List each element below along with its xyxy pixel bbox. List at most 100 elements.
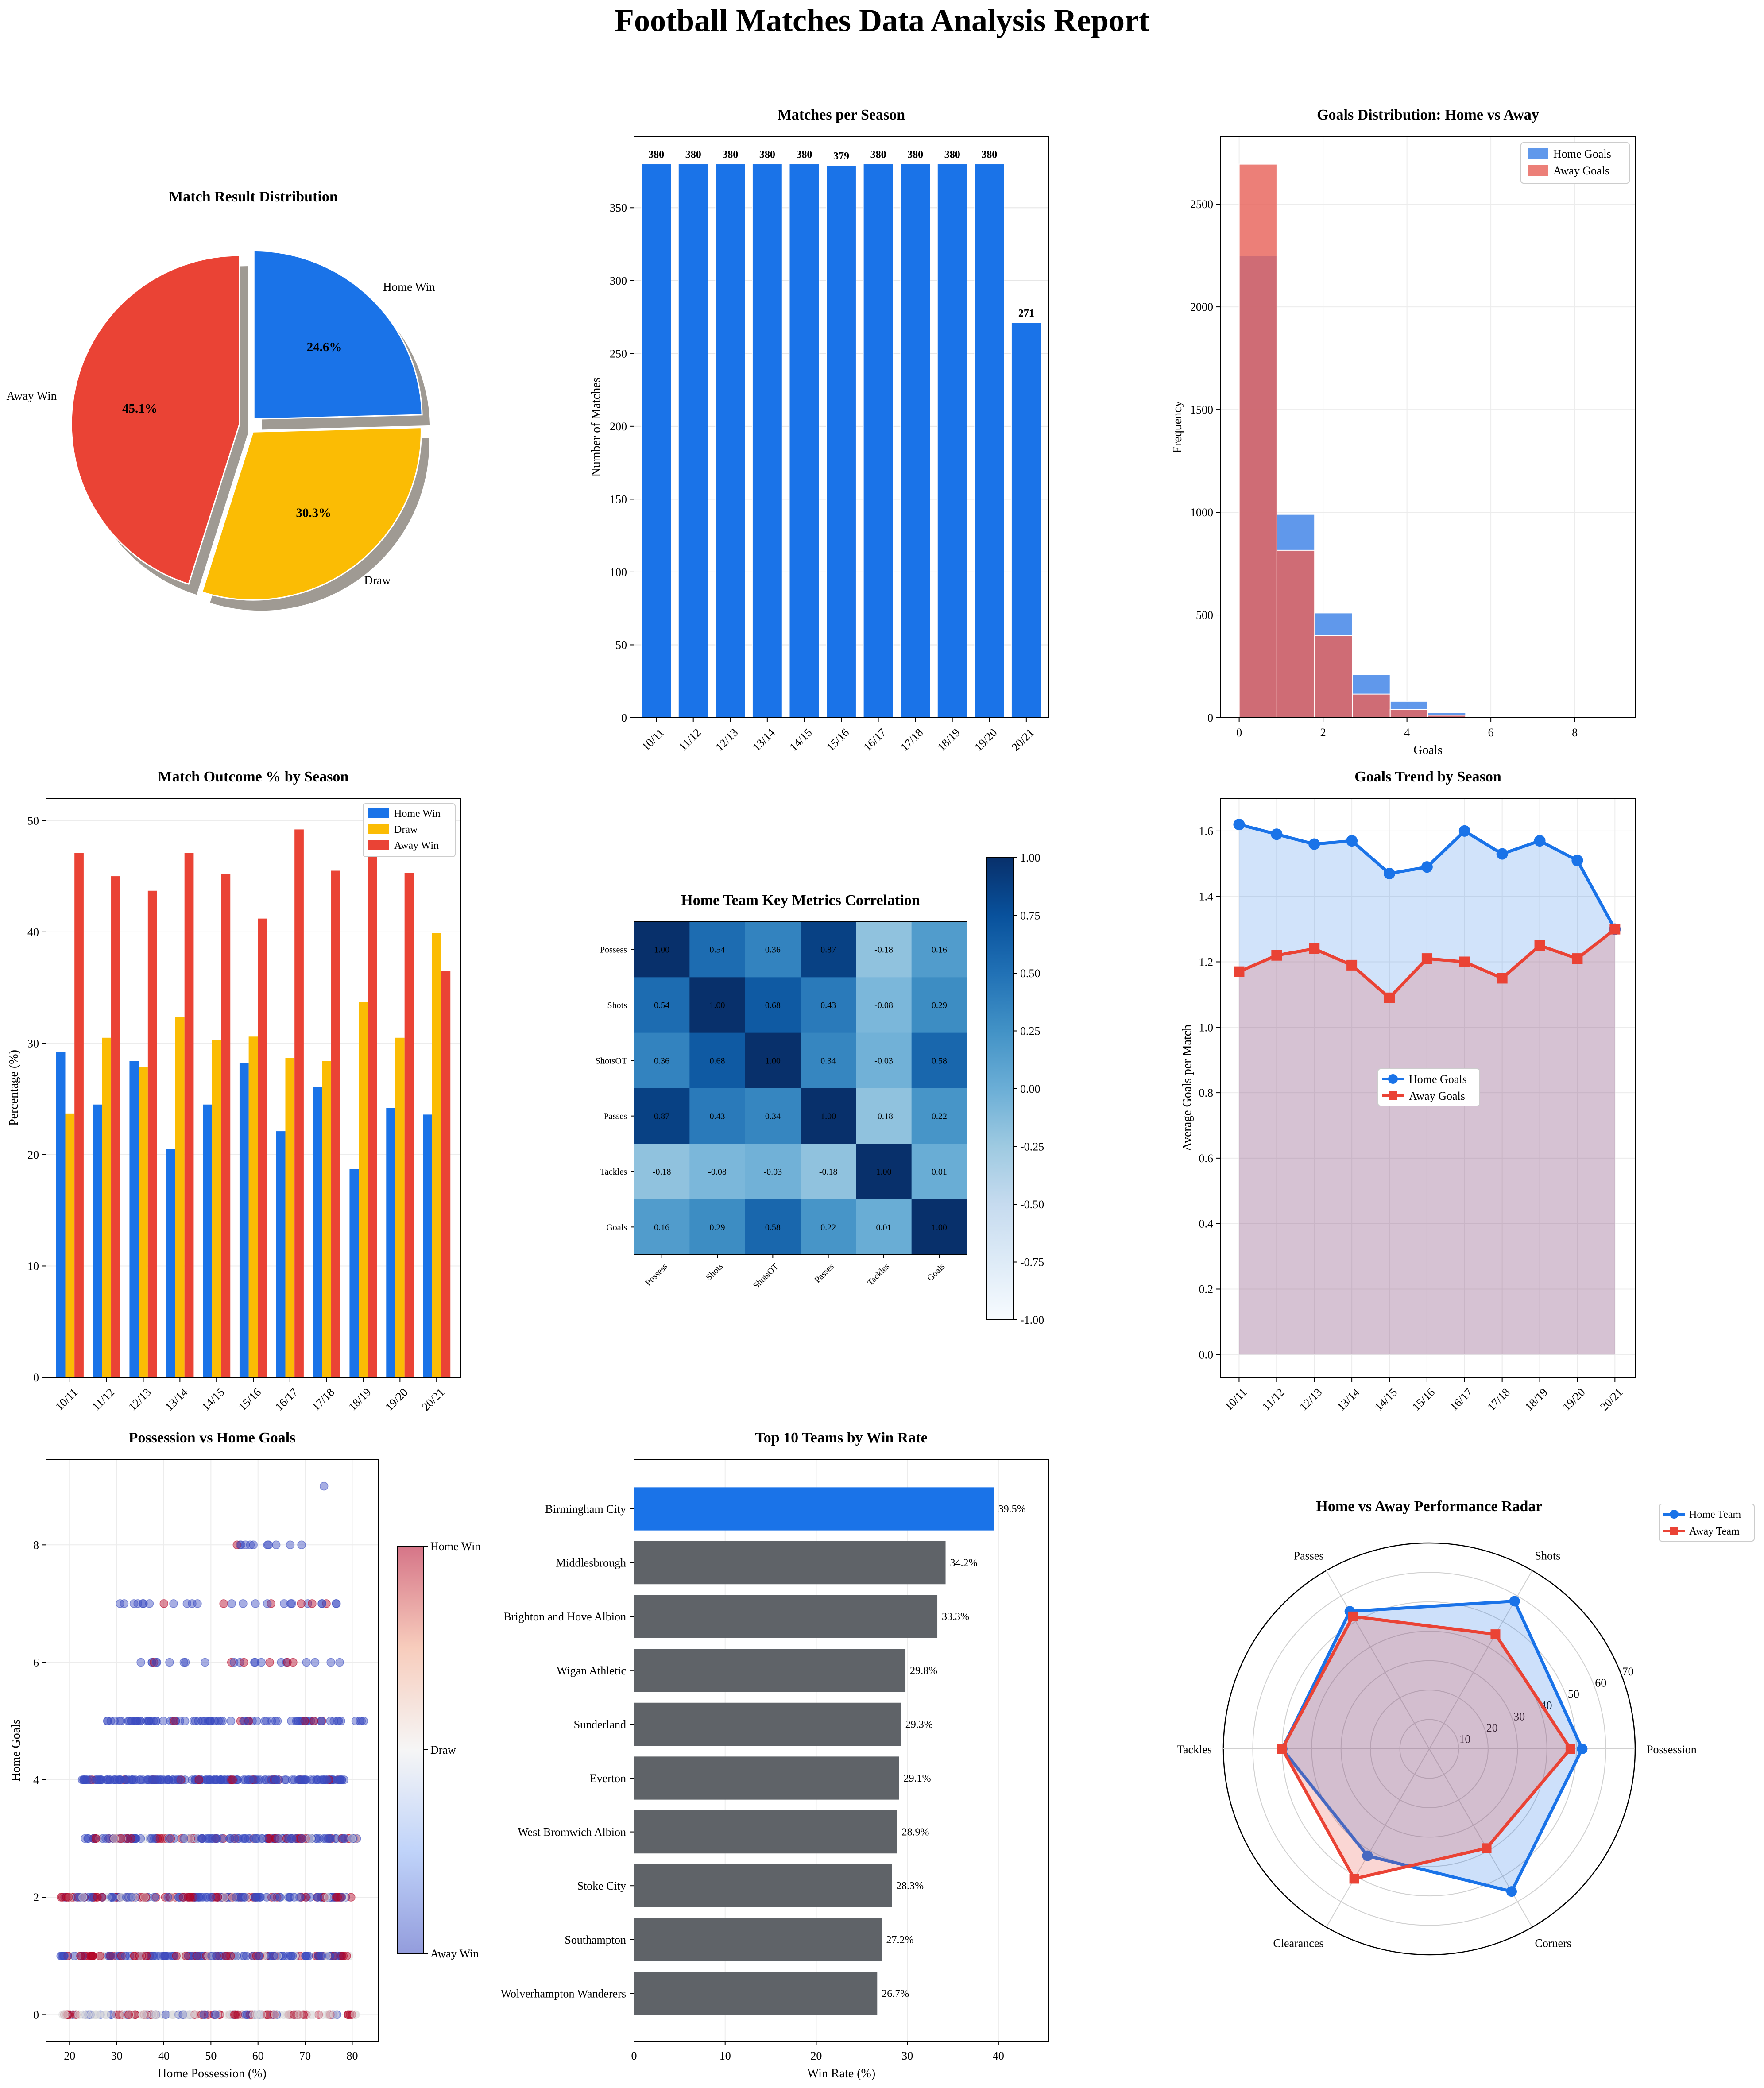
scatter-point xyxy=(159,1717,167,1725)
away-goals-point xyxy=(1572,953,1582,964)
scatter-point xyxy=(272,1541,280,1549)
scatter-point xyxy=(331,2011,339,2018)
scatter-point xyxy=(137,1834,145,1842)
home-win-bar-7 xyxy=(313,1087,322,1377)
x-tick-label: 40 xyxy=(158,2049,170,2062)
y-tick-label: 1.6 xyxy=(1199,825,1214,838)
scatter-point xyxy=(101,2011,109,2018)
y-tick-label: Goals xyxy=(606,1222,627,1232)
x-tick-label: Tackles xyxy=(866,1261,892,1288)
scatter-point xyxy=(241,1717,249,1725)
team-bar-5 xyxy=(634,1756,899,1799)
scatter-point xyxy=(261,1776,269,1784)
scatter-point xyxy=(193,1600,201,1608)
scatter-point xyxy=(98,1893,106,1901)
x-tick-label: 20 xyxy=(64,2049,75,2062)
scatter-point xyxy=(143,1952,151,1960)
radar-tick-label: 70 xyxy=(1622,1665,1634,1678)
scatter-point xyxy=(125,2011,133,2018)
home-goals-point xyxy=(1459,825,1470,837)
scatter-point xyxy=(240,1659,248,1667)
bar-value-label: 380 xyxy=(759,149,775,161)
bar-value-label: 380 xyxy=(722,149,738,161)
scatter-point xyxy=(89,1952,97,1960)
bar-value-label: 380 xyxy=(796,149,812,161)
x-tick-label: 16/17 xyxy=(1447,1386,1475,1413)
heatmap-cell-value: 1.00 xyxy=(876,1167,892,1177)
bar-value-label: 380 xyxy=(981,149,997,161)
bar-season-1 xyxy=(678,164,708,718)
away-win-bar-7 xyxy=(331,871,340,1378)
scatter-point xyxy=(305,1952,313,1960)
x-tick-label: 18/19 xyxy=(935,726,963,754)
scatter-point xyxy=(270,1952,278,1960)
scatter-point xyxy=(200,2011,208,2018)
away-goals-bin-1 xyxy=(1277,550,1315,718)
legend-swatch xyxy=(1528,165,1548,176)
scatter-point xyxy=(306,1834,313,1842)
scatter-point xyxy=(228,1600,236,1608)
home-goals-point xyxy=(1308,838,1320,850)
heatmap-cell-value: 0.87 xyxy=(820,945,836,955)
heatmap-cell-value: 0.22 xyxy=(820,1222,836,1232)
team-name-label: Wigan Athletic xyxy=(557,1664,626,1677)
scatter-point xyxy=(222,1952,230,1960)
away-win-bar-6 xyxy=(294,829,304,1377)
scatter-point xyxy=(165,1776,173,1784)
scatter-point xyxy=(79,1893,87,1901)
radar-axis-label: Passes xyxy=(1294,1550,1324,1562)
scatter-point xyxy=(137,1659,145,1667)
home-win-bar-2 xyxy=(129,1061,139,1377)
x-tick-label: 11/12 xyxy=(676,726,704,754)
scatter-point xyxy=(323,2011,331,2018)
x-tick-label: 50 xyxy=(205,2049,217,2062)
scatter-point xyxy=(169,2011,177,2018)
colorbar-tick-label: 0.50 xyxy=(1020,967,1041,980)
scatter-point xyxy=(332,1893,340,1901)
pie-category-label: Away Win xyxy=(6,389,57,402)
scatter-point xyxy=(148,1834,156,1842)
x-tick-label: Shots xyxy=(704,1261,725,1282)
team-bar-8 xyxy=(634,1918,882,1961)
y-tick-label: 30 xyxy=(27,1037,39,1050)
draw-bar-2 xyxy=(139,1067,148,1377)
scatter-point xyxy=(282,1776,290,1784)
y-tick-label: 2000 xyxy=(1190,301,1213,313)
scatter-point xyxy=(128,1717,135,1725)
home-goals-point xyxy=(1421,861,1433,873)
scatter-point xyxy=(351,2011,359,2018)
legend-label: Away Goals xyxy=(1409,1090,1465,1102)
radar-axis-label: Corners xyxy=(1535,1937,1571,1949)
team-bar-value-label: 29.8% xyxy=(910,1665,937,1677)
scatter-point xyxy=(348,1834,356,1842)
scatter-point xyxy=(294,1717,302,1725)
team-bar-4 xyxy=(634,1703,901,1746)
bar-season-4 xyxy=(789,164,819,718)
scatter-point xyxy=(182,1952,190,1960)
scatter-point xyxy=(302,1659,310,1667)
radar-tick-label: 50 xyxy=(1568,1688,1579,1701)
scatter-point xyxy=(166,1659,174,1667)
team-bar-value-label: 29.1% xyxy=(904,1773,931,1784)
scatter-point xyxy=(130,1952,138,1960)
scatter-point xyxy=(180,1659,188,1667)
away-team-radar-point xyxy=(1490,1629,1500,1639)
scatter-point xyxy=(93,1776,101,1784)
y-tick-label: 0 xyxy=(621,711,627,724)
away-team-radar-point xyxy=(1350,1874,1359,1883)
home-win-bar-3 xyxy=(166,1149,175,1377)
scatter-point xyxy=(297,1600,305,1608)
scatter-point xyxy=(308,1600,316,1608)
bar-season-2 xyxy=(716,164,745,718)
scatter-point xyxy=(179,1893,187,1901)
scatter-point xyxy=(230,1659,238,1667)
colorbar-tick-label: 0.75 xyxy=(1020,909,1041,922)
y-tick-label: 150 xyxy=(610,493,627,506)
away-goals-point xyxy=(1535,940,1545,951)
